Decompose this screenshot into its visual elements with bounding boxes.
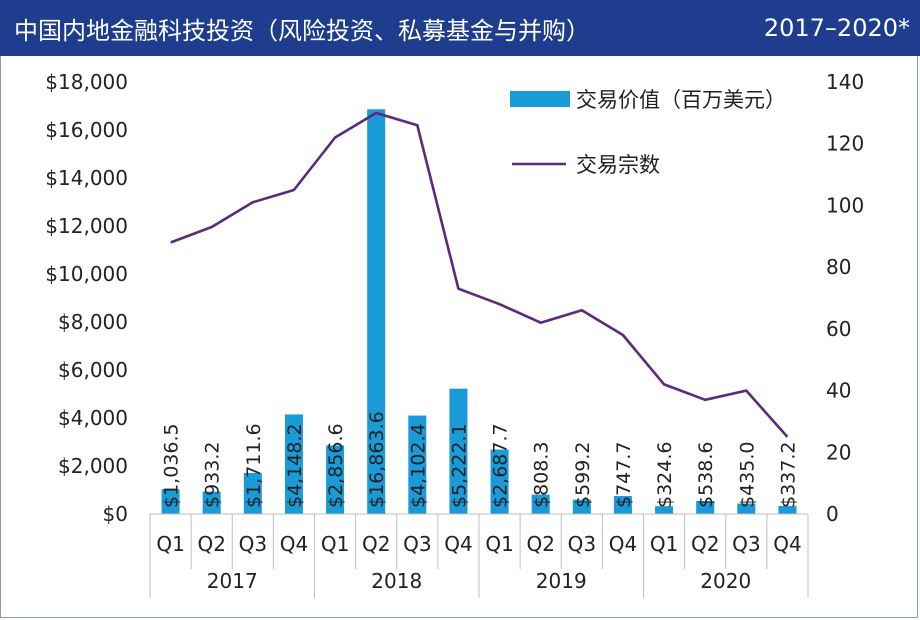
bar-data-label: $1,036.5 [161, 423, 183, 508]
right-axis-tick-label: 20 [826, 440, 851, 464]
x-axis-year-label: 2020 [700, 569, 751, 593]
x-axis-quarter-label: Q4 [280, 532, 308, 556]
bar-data-label: $5,222.1 [448, 423, 470, 508]
bar-data-label: $808.3 [531, 442, 553, 508]
bar-deal-value [490, 449, 509, 514]
x-axis-year-label: 2018 [371, 569, 422, 593]
right-axis-tick-label: 100 [826, 193, 864, 217]
bar-data-label: $933.2 [202, 442, 224, 508]
right-axis-tick-label: 120 [826, 132, 864, 156]
x-axis-quarter-label: Q4 [609, 532, 637, 556]
bar-data-label: $2,856.6 [325, 423, 347, 508]
legend-label-deal-count: 交易宗数 [576, 153, 660, 177]
x-axis-quarter-label: Q3 [403, 532, 431, 556]
bar-deal-value [284, 414, 303, 514]
bar-deal-value [696, 501, 715, 514]
left-axis-tick-label: $18,000 [45, 70, 128, 94]
right-axis-tick-label: 40 [826, 379, 851, 403]
left-axis-tick-label: $10,000 [45, 262, 128, 286]
bar-data-label: $324.6 [654, 442, 676, 508]
bar-deal-value [243, 472, 262, 514]
bar-data-label: $2,687.7 [490, 423, 512, 508]
bar-data-label: $538.6 [695, 442, 717, 508]
bar-data-label: $747.7 [613, 442, 635, 508]
x-axis-quarter-label: Q3 [732, 532, 760, 556]
left-axis-tick-label: $0 [103, 502, 128, 526]
right-axis-tick-label: 0 [826, 502, 839, 526]
left-axis-tick-label: $2,000 [58, 454, 128, 478]
bar-data-label: $4,102.4 [407, 423, 429, 508]
bar-deal-value [367, 109, 386, 515]
x-axis-year-label: 2017 [207, 569, 258, 593]
chart-title: 中国内地金融科技投资（风险投资、私募基金与并购） [14, 16, 590, 45]
x-axis-year-label: 2019 [536, 569, 587, 593]
bar-deal-value [326, 445, 345, 514]
bar-deal-value [449, 388, 468, 514]
bar-deal-value [531, 494, 550, 514]
legend-label-deal-value: 交易价值（百万美元） [576, 88, 786, 112]
bar-deal-value [202, 491, 221, 514]
right-axis-tick-label: 80 [826, 255, 851, 279]
title-bar: 中国内地金融科技投资（风险投资、私募基金与并购） 2017–2020* [0, 0, 920, 56]
right-axis-tick-label: 60 [826, 317, 851, 341]
x-axis-quarter-label: Q2 [197, 532, 225, 556]
x-axis-quarter-label: Q1 [156, 532, 184, 556]
bar-data-label: $4,148.2 [284, 423, 306, 508]
legend-swatch-deal-value [510, 91, 570, 107]
chart-title-years: 2017–2020* [763, 14, 910, 42]
x-axis-quarter-label: Q1 [650, 532, 678, 556]
bar-data-label: $435.0 [736, 442, 758, 508]
x-axis-quarter-label: Q1 [321, 532, 349, 556]
bar-data-label: $1,711.6 [243, 423, 265, 508]
left-axis-tick-label: $8,000 [58, 310, 128, 334]
bar-data-label: $599.2 [572, 442, 594, 508]
bar-deal-value [655, 506, 674, 514]
bar-data-label: $16,863.6 [366, 411, 388, 508]
left-axis-tick-label: $6,000 [58, 358, 128, 382]
bar-deal-value [613, 496, 632, 514]
bar-deal-value [737, 503, 756, 514]
x-axis-quarter-label: Q2 [526, 532, 554, 556]
x-axis-quarter-label: Q3 [239, 532, 267, 556]
right-axis-tick-label: 140 [826, 70, 864, 94]
x-axis-quarter-label: Q4 [773, 532, 801, 556]
line-deal-count [170, 111, 789, 438]
left-axis-tick-label: $14,000 [45, 166, 128, 190]
x-axis-quarter-label: Q4 [444, 532, 472, 556]
left-axis-tick-label: $16,000 [45, 118, 128, 142]
x-axis-quarter-label: Q1 [485, 532, 513, 556]
x-axis-quarter-label: Q3 [568, 532, 596, 556]
x-axis-quarter-label: Q2 [362, 532, 390, 556]
bar-deal-value [778, 505, 797, 514]
bar-data-label: $337.2 [777, 442, 799, 508]
left-axis-tick-label: $4,000 [58, 406, 128, 430]
bar-deal-value [572, 499, 591, 514]
bar-deal-value [408, 415, 427, 514]
x-axis-quarter-label: Q2 [691, 532, 719, 556]
bar-deal-value [161, 489, 180, 514]
left-axis-tick-label: $12,000 [45, 214, 128, 238]
